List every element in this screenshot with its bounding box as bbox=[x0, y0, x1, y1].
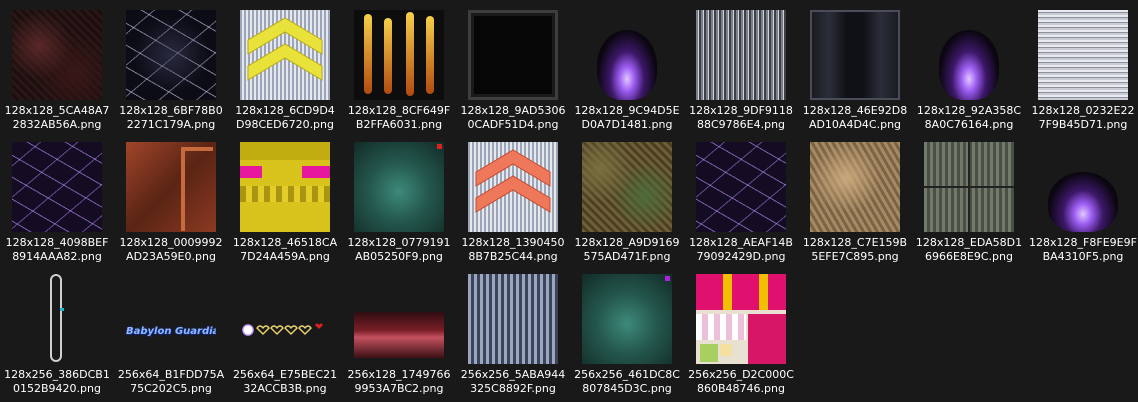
file-item[interactable]: 128x128_46518CA7D24A459A.png bbox=[228, 138, 342, 270]
texture-thumbnail-gore bbox=[12, 10, 102, 100]
file-item[interactable]: 256x64_E75BEC2132ACCB3B.png bbox=[228, 270, 342, 402]
file-name-label: 128x128_9DF911888C9786E4.png bbox=[689, 104, 793, 131]
file-name-label: 128x128_F8FE9E9FBA4310F5.png bbox=[1029, 236, 1137, 263]
file-item[interactable]: 128x128_0779191AB05250F9.png bbox=[342, 138, 456, 270]
file-name-label: 256x128_17497669953A7BC2.png bbox=[347, 368, 451, 395]
texture-thumbnail-jade-relief bbox=[354, 142, 444, 232]
texture-thumbnail-blue-ruins bbox=[468, 274, 558, 364]
file-item[interactable]: 128x128_46E92D8AD10A4D4C.png bbox=[798, 6, 912, 138]
texture-thumbnail-pink-character bbox=[696, 274, 786, 364]
file-name-label: 128x128_9AD53060CADF51D4.png bbox=[460, 104, 566, 131]
texture-thumbnail-rust bbox=[126, 142, 216, 232]
file-item[interactable]: Babylon Guardian 256x64_B1FDD75A75C202C5… bbox=[114, 270, 228, 402]
file-item[interactable]: 128x128_9DF911888C9786E4.png bbox=[684, 6, 798, 138]
texture-thumbnail-purple-lightning bbox=[696, 142, 786, 232]
file-name-label: 128x128_EDA58D16966E8E9C.png bbox=[915, 236, 1023, 263]
file-name-label: 128x128_9C94D5ED0A7D1481.png bbox=[574, 104, 680, 131]
file-item[interactable]: 128x128_6BF78B02271C179A.png bbox=[114, 6, 228, 138]
file-name-label: 128x128_A9D9169575AD471F.png bbox=[574, 236, 680, 263]
file-item[interactable]: 128x128_A9D9169575AD471F.png bbox=[570, 138, 684, 270]
file-name-label: 128x128_8CF649FB2FFA6031.png bbox=[347, 104, 451, 131]
texture-thumbnail-purple-lightning bbox=[12, 142, 102, 232]
file-item[interactable]: 128x128_C7E159B5EFE7C895.png bbox=[798, 138, 912, 270]
file-name-label: 256x256_5ABA944325C8892F.png bbox=[460, 368, 566, 395]
texture-thumbnail-dark-panel bbox=[810, 10, 900, 100]
texture-thumbnail-yellow-block bbox=[240, 142, 330, 232]
texture-thumbnail-flames bbox=[354, 10, 444, 100]
texture-thumbnail-moss bbox=[582, 142, 672, 232]
file-item[interactable]: 128x128_0009992AD23A59E0.png bbox=[114, 138, 228, 270]
texture-thumbnail-yellow-chevron bbox=[240, 10, 330, 100]
file-item[interactable]: 128x128_13904508B7B25C44.png bbox=[456, 138, 570, 270]
file-item[interactable]: 128x128_9AD53060CADF51D4.png bbox=[456, 6, 570, 138]
texture-thumbnail-capsule bbox=[34, 274, 80, 364]
file-item[interactable]: 128x128_F8FE9E9FBA4310F5.png bbox=[1026, 138, 1138, 270]
file-item[interactable]: 128x128_4098BEF8914AAA82.png bbox=[0, 138, 114, 270]
file-name-label: 128x128_0779191AB05250F9.png bbox=[347, 236, 451, 263]
previous-row-labels bbox=[0, 0, 1138, 4]
texture-thumbnail-lightning bbox=[126, 10, 216, 100]
file-item[interactable]: 128x256_386DCB10152B9420.png bbox=[0, 270, 114, 402]
file-name-label: 128x128_4098BEF8914AAA82.png bbox=[5, 236, 109, 263]
file-name-label: 128x128_0232E227F9B45D71.png bbox=[1031, 104, 1135, 131]
file-name-label: 256x256_D2C000C860B48746.png bbox=[688, 368, 794, 395]
texture-thumbnail-stone-grid bbox=[924, 142, 1014, 232]
texture-thumbnail-static bbox=[1038, 10, 1128, 100]
texture-thumbnail-crowd bbox=[696, 10, 786, 100]
babylon-guardian-logo: Babylon Guardian bbox=[126, 326, 216, 337]
file-name-label: 128x128_92A358C8A0C76164.png bbox=[916, 104, 1022, 131]
file-name-label: 128x128_5CA48A72832AB56A.png bbox=[4, 104, 110, 131]
texture-thumbnail-hearts bbox=[240, 274, 330, 364]
texture-thumbnail-purple-fire bbox=[1038, 142, 1128, 232]
file-item[interactable]: 256x256_D2C000C860B48746.png bbox=[684, 270, 798, 402]
texture-thumbnail-sand bbox=[810, 142, 900, 232]
file-name-label: 128x128_AEAF14B79092429D.png bbox=[689, 236, 793, 263]
file-item[interactable]: 128x128_6CD9D4D98CED6720.png bbox=[228, 6, 342, 138]
texture-thumbnail-red-chevron bbox=[468, 142, 558, 232]
file-item[interactable]: 256x128_17497669953A7BC2.png bbox=[342, 270, 456, 402]
file-item[interactable]: 128x128_8CF649FB2FFA6031.png bbox=[342, 6, 456, 138]
texture-thumbnail-dark-frame bbox=[468, 10, 558, 100]
file-name-label: 256x64_E75BEC2132ACCB3B.png bbox=[232, 368, 338, 395]
file-name-label: 128x128_0009992AD23A59E0.png bbox=[119, 236, 223, 263]
file-name-label: 128x128_6CD9D4D98CED6720.png bbox=[235, 104, 335, 131]
file-name-label: 128x128_13904508B7B25C44.png bbox=[461, 236, 565, 263]
file-name-label: 128x256_386DCB10152B9420.png bbox=[4, 368, 110, 395]
file-item[interactable]: 128x128_92A358C8A0C76164.png bbox=[912, 6, 1026, 138]
texture-thumbnail-jade-relief bbox=[582, 274, 672, 364]
file-item[interactable]: 128x128_EDA58D16966E8E9C.png bbox=[912, 138, 1026, 270]
file-name-label: 128x128_46518CA7D24A459A.png bbox=[232, 236, 338, 263]
file-item[interactable]: 128x128_AEAF14B79092429D.png bbox=[684, 138, 798, 270]
file-name-label: 128x128_C7E159B5EFE7C895.png bbox=[802, 236, 908, 263]
file-item[interactable]: 128x128_9C94D5ED0A7D1481.png bbox=[570, 6, 684, 138]
texture-thumbnail-purple-fire bbox=[924, 10, 1014, 100]
file-name-label: 256x64_B1FDD75A75C202C5.png bbox=[117, 368, 225, 395]
file-icon-grid: 128x128_5CA48A72832AB56A.png 128x128_6BF… bbox=[0, 6, 1138, 402]
texture-thumbnail-purple-fire bbox=[582, 10, 672, 100]
file-item[interactable]: 128x128_5CA48A72832AB56A.png bbox=[0, 6, 114, 138]
file-item[interactable]: 256x256_5ABA944325C8892F.png bbox=[456, 270, 570, 402]
file-name-label: 128x128_6BF78B02271C179A.png bbox=[119, 104, 223, 131]
texture-thumbnail-red-sky bbox=[354, 312, 444, 358]
file-name-label: 128x128_46E92D8AD10A4D4C.png bbox=[802, 104, 908, 131]
file-name-label: 256x256_461DC8C807845D3C.png bbox=[574, 368, 680, 395]
file-item[interactable]: 128x128_0232E227F9B45D71.png bbox=[1026, 6, 1138, 138]
file-item[interactable]: 256x256_461DC8C807845D3C.png bbox=[570, 270, 684, 402]
texture-thumbnail-babylon-logo: Babylon Guardian bbox=[126, 274, 216, 364]
